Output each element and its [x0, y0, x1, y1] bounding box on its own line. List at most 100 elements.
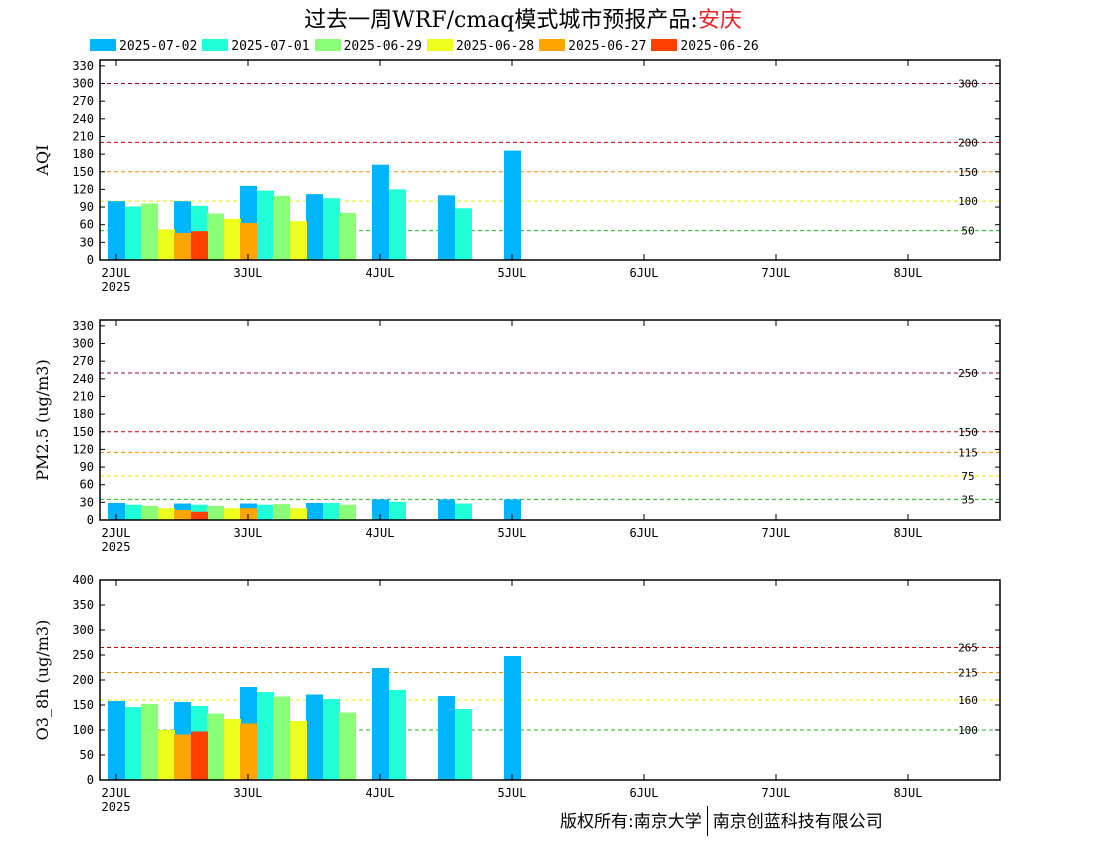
threshold-label: 200 [958, 136, 978, 149]
title-main: 过去一周WRF/cmaq模式城市预报产品: [304, 8, 698, 33]
y-axis-label: PM2.5 (ug/m3) [33, 359, 52, 480]
bar [125, 707, 142, 780]
threshold-label: 215 [958, 667, 978, 680]
plot-frame [99, 319, 1001, 521]
bar [273, 696, 290, 780]
y-tick-label: 120 [72, 182, 94, 196]
x-tick-label: 7JUL [762, 786, 791, 800]
chart-panel: 35 75 115 150 250 0 30 60 90 120 150 180 210 240 270 30… [33, 319, 1001, 554]
bar [389, 690, 406, 780]
bar [125, 504, 142, 520]
threshold-label: 150 [958, 426, 978, 439]
legend-item: 2025-06-26 [651, 35, 759, 54]
legend-label: 2025-06-28 [455, 39, 535, 54]
legend-item: 2025-07-02 [90, 35, 197, 54]
y-tick-label: 30 [80, 495, 94, 509]
y-tick-label: 210 [72, 389, 94, 403]
bar [438, 499, 455, 520]
x-tick-sublabel: 2025 [102, 540, 131, 554]
x-tick-label: 8JUL [894, 526, 923, 540]
threshold-label: 150 [958, 166, 978, 179]
bar [108, 502, 125, 520]
threshold-label: 100 [958, 195, 978, 208]
bar [191, 511, 208, 520]
chart-panel: 50 100 150 200 300 0 30 60 90 120 150 180 210 240 270 3… [33, 59, 1001, 294]
chart-panel: 100 160 215 265 0 50 100 150 200 250 300 350 400 2JUL… [33, 573, 1001, 814]
legend-swatch [202, 39, 229, 51]
bar [306, 502, 323, 520]
y-tick-label: 180 [72, 407, 94, 421]
y-tick-label: 90 [80, 460, 94, 474]
bar [372, 164, 389, 260]
copyright-right: 南京创蓝科技有限公司 [712, 812, 883, 832]
legend-item: 2025-06-28 [426, 35, 535, 54]
y-tick-label: 250 [72, 648, 94, 662]
legend-swatch [651, 39, 678, 51]
y-axis-label: AQI [33, 145, 52, 177]
bar [240, 222, 257, 260]
bar [438, 696, 455, 780]
legend-label: 2025-07-01 [231, 39, 310, 54]
legend-label: 2025-06-27 [568, 39, 647, 54]
y-tick-label: 270 [72, 94, 94, 108]
x-tick-label: 2JUL [102, 526, 131, 540]
threshold-label: 75 [961, 470, 974, 483]
y-axis-label: O3_8h (ug/m3) [33, 620, 52, 741]
x-tick-label: 8JUL [894, 786, 923, 800]
threshold-label: 250 [958, 367, 978, 380]
y-tick-label: 350 [72, 598, 94, 612]
bar [257, 504, 274, 520]
bar [224, 218, 241, 260]
threshold-label: 300 [958, 78, 978, 91]
x-tick-label: 8JUL [894, 266, 923, 280]
legend-swatch [539, 39, 566, 51]
bar [339, 504, 356, 520]
y-tick-label: 180 [72, 147, 94, 161]
bar [240, 723, 257, 780]
y-tick-label: 90 [80, 200, 94, 214]
bar [323, 502, 340, 520]
y-tick-label: 150 [72, 698, 94, 712]
bar [207, 713, 224, 780]
x-tick-label: 5JUL [498, 526, 527, 540]
y-tick-label: 300 [72, 623, 94, 637]
y-tick-label: 210 [72, 129, 94, 143]
bar [191, 731, 208, 780]
threshold-label: 100 [958, 724, 978, 737]
x-tick-label: 3JUL [234, 526, 263, 540]
x-tick-sublabel: 2025 [102, 280, 131, 294]
y-tick-label: 200 [72, 673, 94, 687]
bar [141, 505, 158, 520]
threshold-label: 50 [961, 225, 974, 238]
x-tick-label: 6JUL [630, 526, 659, 540]
legend-swatch [90, 39, 116, 51]
legend-item: 2025-06-29 [314, 35, 422, 54]
y-tick-label: 100 [72, 723, 94, 737]
y-tick-label: 0 [87, 253, 94, 267]
bar [504, 150, 521, 260]
threshold-label: 160 [958, 694, 978, 707]
bar [207, 213, 224, 260]
x-tick-label: 3JUL [234, 786, 263, 800]
bar [125, 206, 142, 260]
y-tick-label: 330 [72, 59, 94, 73]
y-tick-label: 50 [80, 748, 94, 762]
x-tick-label: 4JUL [366, 786, 395, 800]
bar [174, 510, 191, 520]
bar [191, 231, 208, 260]
x-tick-label: 7JUL [762, 526, 791, 540]
x-tick-label: 7JUL [762, 266, 791, 280]
x-tick-label: 4JUL [366, 266, 395, 280]
bar [455, 208, 472, 260]
y-tick-label: 300 [72, 77, 94, 91]
legend-item: 2025-07-01 [202, 35, 310, 54]
legend-label: 2025-06-29 [343, 39, 422, 54]
bar [108, 201, 125, 260]
bar [290, 221, 307, 260]
bar [339, 712, 356, 780]
y-tick-label: 400 [72, 573, 94, 587]
bar [504, 656, 521, 780]
bar [389, 501, 406, 520]
y-tick-label: 240 [72, 112, 94, 126]
